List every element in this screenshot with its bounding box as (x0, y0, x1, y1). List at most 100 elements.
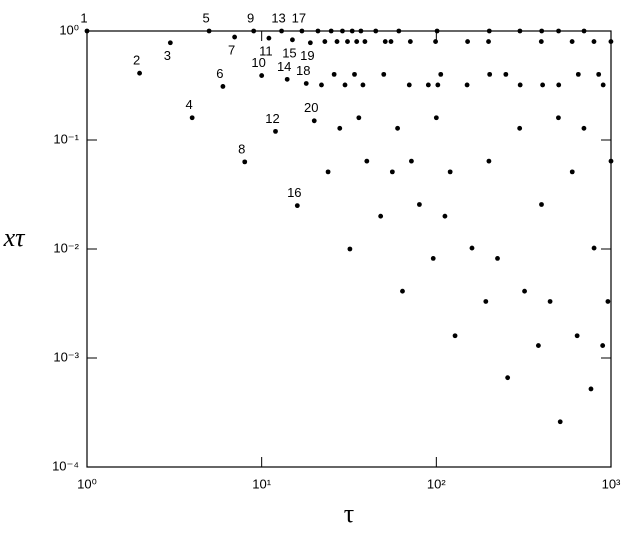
point (311, 118, 317, 124)
point (303, 81, 309, 86)
point (331, 71, 337, 77)
point (547, 299, 553, 304)
point (388, 39, 394, 44)
point (328, 28, 334, 34)
point-label: 17 (292, 10, 306, 25)
point (340, 28, 345, 34)
point (319, 82, 324, 88)
point (364, 158, 370, 164)
point-label: 10 (251, 55, 265, 70)
point (334, 39, 340, 44)
point (206, 28, 212, 34)
point (600, 343, 606, 348)
point (465, 39, 470, 44)
point (373, 28, 379, 34)
point (433, 39, 438, 44)
point (325, 169, 331, 175)
point (349, 28, 355, 34)
point (378, 213, 384, 219)
point-label: 8 (238, 141, 245, 156)
point (539, 28, 545, 34)
point (345, 39, 350, 44)
point (495, 255, 500, 261)
point-label: 20 (304, 100, 318, 115)
point (322, 39, 328, 44)
point (273, 128, 278, 134)
point (358, 28, 364, 34)
point (315, 28, 321, 34)
point (556, 82, 562, 88)
point-label: 3 (164, 48, 171, 63)
point (433, 115, 439, 121)
point (360, 82, 366, 88)
point (464, 82, 470, 88)
point (517, 28, 523, 34)
point (581, 125, 587, 131)
point (556, 115, 561, 121)
point (337, 125, 343, 131)
x-tick-label: 10¹ (252, 476, 271, 491)
point-label: 15 (282, 45, 296, 60)
point (469, 245, 475, 251)
point (407, 39, 413, 44)
point (382, 39, 388, 44)
point (232, 34, 238, 40)
x-tick-label: 10² (427, 476, 446, 491)
point (596, 71, 602, 77)
point (352, 71, 357, 77)
point-label: 18 (296, 63, 310, 78)
point (608, 39, 614, 44)
y-tick-label: 10⁰ (59, 22, 79, 37)
point (430, 255, 436, 261)
point (220, 84, 226, 89)
x-tick-label: 10⁰ (77, 476, 97, 491)
point (438, 71, 444, 77)
point-label: 14 (277, 59, 291, 74)
x-axis-title: τ (344, 499, 354, 528)
y-tick-label: 10⁻⁴ (52, 458, 79, 473)
point (540, 82, 546, 88)
point (569, 169, 575, 175)
point-label: 9 (247, 10, 254, 25)
point (279, 28, 284, 34)
point (505, 375, 511, 381)
y-axis-title: xτ (3, 223, 27, 252)
point (600, 82, 606, 88)
point (452, 333, 458, 339)
point (189, 115, 195, 121)
point (435, 82, 441, 88)
point-label: 6 (216, 66, 223, 81)
point (487, 71, 493, 77)
y-tick-label: 10⁻¹ (53, 131, 79, 146)
point-label: 2 (133, 53, 140, 68)
point (483, 299, 489, 304)
point (290, 37, 295, 43)
point (575, 71, 581, 77)
point (242, 159, 248, 165)
point (605, 299, 611, 304)
point (381, 71, 387, 77)
point (396, 28, 402, 34)
point (354, 39, 360, 44)
y-tick-label: 10⁻² (53, 240, 79, 255)
point (395, 125, 400, 131)
point (347, 246, 353, 252)
point (425, 82, 431, 88)
point (517, 125, 523, 131)
point (409, 158, 414, 164)
point-label: 13 (271, 10, 285, 25)
point-label: 1 (80, 10, 87, 25)
point-label: 19 (300, 48, 314, 63)
point (137, 70, 142, 76)
point (557, 419, 563, 425)
point (539, 202, 544, 207)
y-tick-label: 10⁻³ (53, 349, 79, 364)
point (522, 288, 527, 294)
point (486, 158, 492, 164)
point (307, 40, 313, 46)
point (517, 82, 523, 88)
point (342, 82, 348, 88)
point (503, 71, 509, 77)
point (581, 28, 587, 34)
